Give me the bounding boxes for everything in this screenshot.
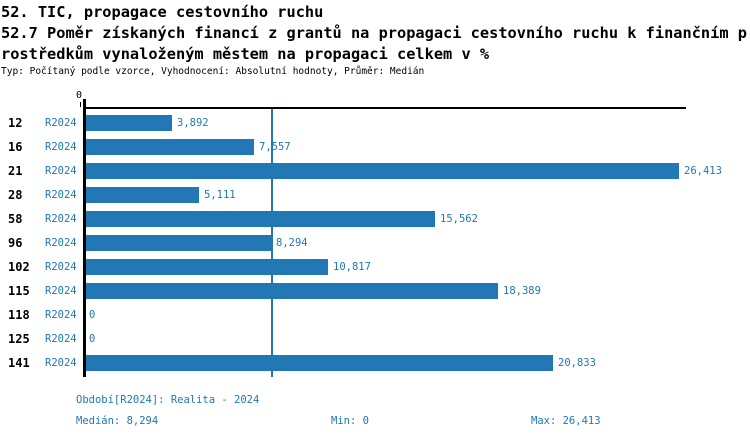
x-axis-zero-tick-label: 0: [76, 90, 83, 101]
x-axis-zero-tick-mark: [80, 102, 81, 107]
bar: [84, 163, 679, 179]
bar-value-label: 20,833: [558, 357, 596, 369]
chart-row: 28 R2024 5,111: [0, 183, 750, 207]
row-period-label: R2024: [45, 141, 77, 153]
row-category-label: 28: [8, 188, 23, 202]
bar-value-label: 26,413: [684, 165, 722, 177]
chart-row: 102 R2024 10,817: [0, 255, 750, 279]
bar-value-label: 7,557: [259, 141, 291, 153]
bar-value-label: 15,562: [440, 213, 478, 225]
bar: [84, 355, 553, 371]
row-category-label: 102: [8, 260, 30, 274]
row-category-label: 16: [8, 140, 23, 154]
row-category-label: 115: [8, 284, 30, 298]
bar-value-label: 18,389: [503, 285, 541, 297]
bar-value-label: 3,892: [177, 117, 209, 129]
footer-median-value: Medián: 8,294: [76, 415, 159, 427]
median-reference-line: [271, 109, 273, 377]
row-period-label: R2024: [45, 213, 77, 225]
chart-row: 12 R2024 3,892: [0, 111, 750, 135]
chart-rows: 12 R2024 3,892 16 R2024 7,557 21 R2024 2…: [0, 111, 750, 375]
row-category-label: 12: [8, 116, 23, 130]
indicator-title-line-1: 52.7 Poměr získaných financí z grantů na…: [1, 24, 747, 42]
bar: [84, 187, 199, 203]
chart-meta-info: Typ: Počítaný podle vzorce, Vyhodnocení:…: [1, 66, 425, 77]
indicator-title-line-2: rostředkům vynaloženým městem na propaga…: [1, 45, 490, 63]
bar-value-label: 0: [89, 309, 96, 321]
chart-row: 21 R2024 26,413: [0, 159, 750, 183]
row-period-label: R2024: [45, 261, 77, 273]
row-period-label: R2024: [45, 165, 77, 177]
footer-min-value: Min: 0: [331, 415, 369, 427]
row-category-label: 58: [8, 212, 23, 226]
page-title: 52. TIC, propagace cestovního ruchu: [1, 3, 324, 21]
bar: [84, 283, 498, 299]
bar: [84, 139, 254, 155]
row-category-label: 118: [8, 308, 30, 322]
row-category-label: 96: [8, 236, 23, 250]
chart-row: 58 R2024 15,562: [0, 207, 750, 231]
footer-period-note: Období[R2024]: Realita - 2024: [76, 394, 260, 406]
chart-row: 16 R2024 7,557: [0, 135, 750, 159]
bar: [84, 259, 328, 275]
row-category-label: 21: [8, 164, 23, 178]
bar: [84, 115, 172, 131]
row-category-label: 141: [8, 356, 30, 370]
row-period-label: R2024: [45, 117, 77, 129]
bar: [84, 211, 435, 227]
plot-top-border: [83, 107, 686, 109]
bar-value-label: 5,111: [204, 189, 236, 201]
row-period-label: R2024: [45, 357, 77, 369]
chart-row: 115 R2024 18,389: [0, 279, 750, 303]
bar-value-label: 10,817: [333, 261, 371, 273]
chart-row: 96 R2024 8,294: [0, 231, 750, 255]
chart-row: 118 R2024 0: [0, 303, 750, 327]
row-period-label: R2024: [45, 309, 77, 321]
bar-value-label: 8,294: [276, 237, 308, 249]
row-period-label: R2024: [45, 333, 77, 345]
bar-value-label: 0: [89, 333, 96, 345]
row-period-label: R2024: [45, 237, 77, 249]
y-axis-line: [83, 99, 86, 377]
footer-max-value: Max: 26,413: [531, 415, 601, 427]
chart-row: 141 R2024 20,833: [0, 351, 750, 375]
bar: [84, 235, 271, 251]
row-period-label: R2024: [45, 285, 77, 297]
row-period-label: R2024: [45, 189, 77, 201]
chart-row: 125 R2024 0: [0, 327, 750, 351]
row-category-label: 125: [8, 332, 30, 346]
